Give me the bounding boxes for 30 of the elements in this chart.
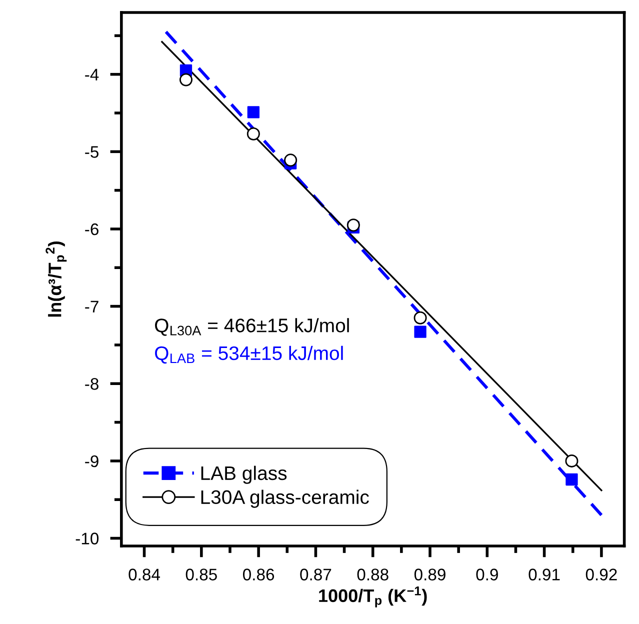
y-axis-title: ln(α³/T$_{p}$$^{2}$) [46,242,67,317]
point [247,106,260,118]
point [284,154,298,167]
x-tick-label: 0.9 [476,568,498,580]
x-tick-label: 0.84 [128,568,160,580]
x-tick-label: 0.85 [186,568,217,580]
point [566,473,578,486]
x-tick-label: 0.92 [586,568,617,580]
legend-label: LAB glass [201,466,287,484]
y-tick-label: -4 [85,68,99,80]
point [346,218,360,232]
point [414,311,427,324]
legend-label: L30A glass-ceramic [201,490,369,508]
y-tick-label: -10 [76,532,99,544]
x-tick-label: 0.88 [357,568,388,580]
y-tick-label: -6 [85,223,98,236]
annotation: Q$_{L30A}$ = 466±15 kJ/mol [155,318,349,336]
x-tick-label: 0.89 [414,568,446,580]
point [414,326,426,338]
y-tick-label: -7 [85,300,98,312]
x-axis-title: 1000/T$_{p}$ (K$^{−1}$) [319,586,427,608]
y-tick-label: -8 [85,378,98,390]
y-tick-label: -5 [85,146,98,158]
point [246,127,260,140]
point [565,454,578,468]
x-tick-label: 0.91 [528,568,560,580]
annotation: Q$_{LAB}$ = 534±15 kJ/mol [155,346,343,364]
y-tick-label: -9 [85,455,98,468]
x-tick-label: 0.86 [242,568,274,580]
x-tick-label: 0.87 [300,568,332,580]
